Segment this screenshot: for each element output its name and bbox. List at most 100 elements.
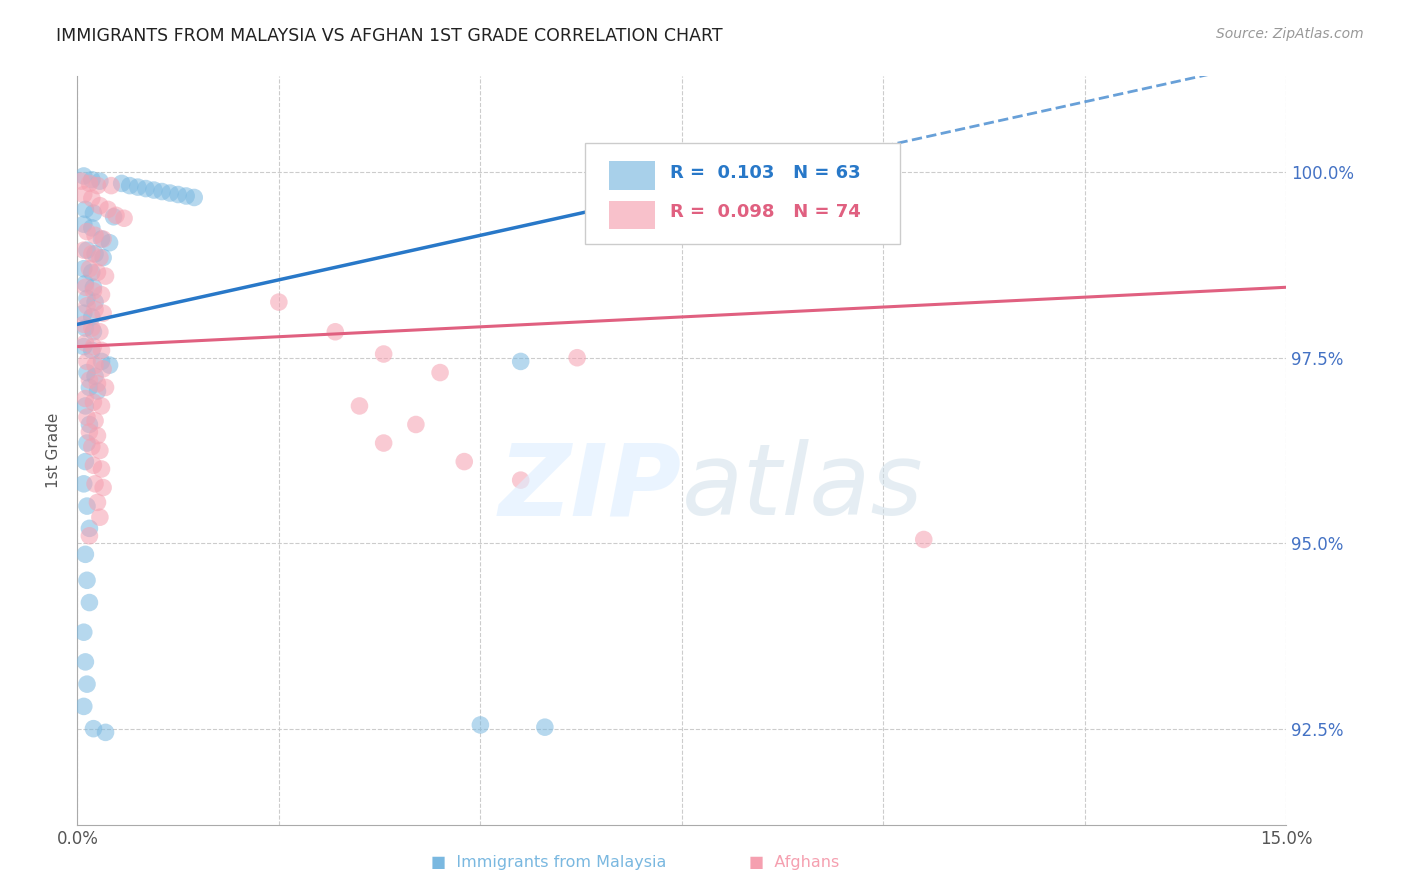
Point	[76, 299, 98, 313]
Point	[76, 292, 98, 306]
Point	[509, 354, 531, 368]
Point	[76, 436, 98, 450]
Point	[80, 265, 103, 279]
Point	[76, 225, 98, 239]
Text: Source: ZipAtlas.com: Source: ZipAtlas.com	[1216, 27, 1364, 41]
Point	[80, 191, 103, 205]
Point	[86, 384, 108, 398]
Point	[79, 380, 101, 394]
Point	[94, 725, 117, 739]
Point	[75, 280, 97, 294]
Point	[75, 392, 97, 406]
Point	[94, 269, 117, 284]
Text: ■  Immigrants from Malaysia: ■ Immigrants from Malaysia	[430, 855, 666, 870]
Point	[80, 247, 103, 261]
Point	[84, 358, 107, 372]
Point	[174, 189, 197, 203]
Point	[79, 425, 101, 439]
Point	[105, 208, 128, 222]
Point	[75, 277, 97, 291]
Point	[70, 174, 93, 188]
Point	[349, 399, 371, 413]
Point	[75, 547, 97, 561]
Point	[90, 462, 112, 476]
Point	[73, 169, 96, 183]
Point	[76, 366, 98, 380]
Point	[534, 720, 557, 734]
Point	[79, 595, 101, 609]
Bar	[609, 161, 655, 190]
Point	[73, 318, 96, 332]
Point	[142, 183, 165, 197]
Point	[89, 443, 111, 458]
Point	[79, 521, 101, 535]
Point	[91, 362, 114, 376]
Point	[84, 369, 107, 384]
Point	[100, 178, 122, 193]
Point	[82, 280, 104, 294]
Point	[86, 376, 108, 391]
Point	[82, 206, 104, 220]
Point	[84, 228, 107, 243]
Point	[80, 440, 103, 454]
Point	[405, 417, 427, 432]
Point	[79, 529, 101, 543]
Point	[80, 310, 103, 324]
Point	[373, 436, 395, 450]
Point	[150, 185, 173, 199]
Point	[86, 178, 108, 193]
Point	[89, 174, 111, 188]
Point	[84, 295, 107, 310]
Point	[159, 186, 181, 200]
Point	[127, 180, 149, 194]
Point	[82, 458, 104, 473]
Point	[76, 677, 98, 691]
Point	[75, 399, 97, 413]
Point	[509, 473, 531, 487]
Point	[103, 210, 125, 224]
Point	[75, 202, 97, 217]
Bar	[609, 201, 655, 229]
Point	[73, 699, 96, 714]
Point	[73, 243, 96, 257]
Point	[76, 243, 98, 257]
Point	[80, 321, 103, 335]
Point	[73, 625, 96, 640]
Point	[267, 295, 290, 310]
Point	[73, 217, 96, 231]
Point	[97, 202, 120, 217]
Point	[89, 510, 111, 524]
Text: R =  0.103   N = 63: R = 0.103 N = 63	[669, 164, 860, 182]
Point	[470, 718, 492, 732]
Point	[73, 261, 96, 276]
Point	[73, 476, 96, 491]
Point	[912, 533, 935, 547]
Point	[76, 574, 98, 588]
Point	[98, 358, 121, 372]
Point	[79, 417, 101, 432]
Point	[75, 321, 97, 335]
Point	[91, 251, 114, 265]
FancyBboxPatch shape	[585, 144, 900, 244]
Point	[73, 306, 96, 320]
Point	[373, 347, 395, 361]
Point	[84, 247, 107, 261]
Point	[79, 261, 101, 276]
Point	[89, 251, 111, 265]
Point	[75, 454, 97, 468]
Point	[82, 325, 104, 339]
Point	[80, 172, 103, 186]
Point	[76, 499, 98, 513]
Point	[112, 211, 135, 226]
Point	[89, 199, 111, 213]
Point	[91, 232, 114, 246]
Point	[79, 373, 101, 387]
Point	[89, 325, 111, 339]
Point	[75, 655, 97, 669]
Text: ZIP: ZIP	[499, 440, 682, 536]
Point	[90, 287, 112, 301]
Point	[118, 178, 141, 193]
Point	[79, 177, 101, 191]
Point	[90, 354, 112, 368]
Point	[111, 177, 134, 191]
